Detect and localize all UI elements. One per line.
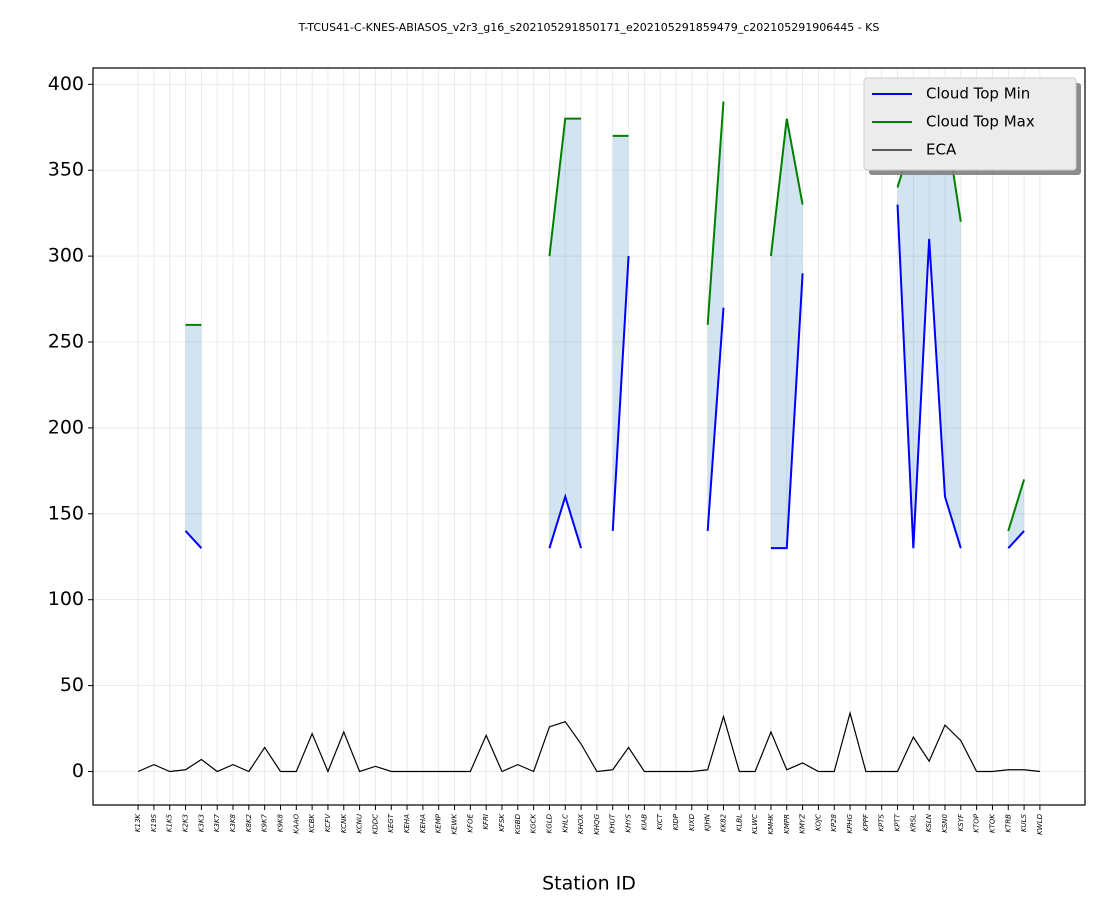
- x-tick-label: KMPR: [783, 814, 791, 834]
- x-tick-label: KCNK: [340, 813, 348, 834]
- x-tick-label: KEMP: [435, 813, 443, 833]
- range-fill: [1008, 479, 1025, 549]
- x-tick-label: K3K7: [213, 813, 221, 832]
- x-tick-label: KTRB: [1004, 814, 1012, 833]
- x-tick-label: KHUT: [609, 813, 617, 833]
- x-tick-label: KMHK: [767, 813, 775, 835]
- x-tick-label: KIXD: [688, 813, 696, 830]
- x-tick-label: KULS: [1020, 813, 1028, 831]
- x-tick-label: KK82: [719, 813, 727, 832]
- line-series: [137, 710, 1040, 774]
- x-tick-label: KRSL: [909, 814, 917, 832]
- x-tick-label: KAAO: [292, 814, 300, 834]
- x-tick-label: KEWK: [451, 813, 459, 835]
- x-axis-label: Station ID: [542, 873, 636, 895]
- legend-label: Cloud Top Max: [926, 113, 1035, 131]
- x-tick-label: KFOE: [466, 813, 474, 832]
- legend-box: [863, 77, 1077, 171]
- x-tick-label: KPTS: [878, 813, 886, 831]
- x-tick-label: KHYS: [625, 813, 633, 832]
- y-tick-label: 100: [48, 588, 84, 610]
- x-tick-label: KGLD: [545, 813, 553, 833]
- line-series: [184, 204, 1025, 550]
- x-tick-label: KDDC: [371, 814, 379, 834]
- chart-title: T-TCUS41-C-KNES-ABIASOS_v2r3_g16_s202105…: [298, 21, 880, 34]
- x-tick-label: KSLN: [925, 813, 933, 832]
- x-tick-label: KHLC: [561, 814, 569, 833]
- x-tick-label: K19S: [150, 813, 158, 831]
- x-tick-label: K2K3: [182, 814, 190, 832]
- x-tick-label: KPTT: [894, 813, 902, 831]
- x-tick-label: KCBK: [308, 813, 316, 833]
- x-tick-label: KIDP: [672, 813, 680, 830]
- y-tick-label: 50: [60, 674, 84, 696]
- y-tick-label: 400: [48, 73, 84, 95]
- x-tick-label: KP28: [830, 813, 838, 831]
- x-tick-label: KICT: [656, 813, 664, 830]
- x-tick-label: KFSK: [498, 813, 506, 832]
- x-tick-label: K1K5: [166, 813, 174, 832]
- range-fill: [549, 118, 582, 549]
- x-tick-label: KHQG: [593, 813, 601, 834]
- x-tick-label: KJHN: [704, 813, 712, 831]
- y-tick-label: 300: [48, 245, 84, 267]
- range-fill: [707, 101, 724, 531]
- x-tick-label: KSYF: [957, 813, 965, 831]
- x-tick-label: KMYZ: [799, 814, 807, 834]
- x-tick-label: KTOP: [973, 813, 981, 832]
- x-tick-label: KCNU: [356, 814, 364, 834]
- line-series: [185, 99, 1026, 532]
- y-tick-label: 350: [48, 159, 84, 181]
- range-fill: [185, 324, 202, 549]
- x-tick-label: K9K8: [276, 813, 284, 832]
- range-fill: [897, 101, 961, 549]
- y-tick-label: 200: [48, 416, 84, 438]
- x-tick-label: KEGT: [387, 813, 395, 832]
- x-tick-label: K13K: [134, 813, 142, 832]
- x-tick-label: KWLD: [1036, 813, 1044, 834]
- x-tick-label: KTQK: [988, 813, 996, 833]
- range-fill: [612, 135, 629, 531]
- plot-frame: [92, 67, 1086, 806]
- x-tick-label: KEHA: [403, 814, 411, 833]
- x-tick-label: K3K3: [197, 814, 205, 832]
- y-tick-label: 250: [48, 331, 84, 353]
- x-tick-label: KLBL: [735, 814, 743, 831]
- range-fill: [770, 118, 803, 549]
- x-tick-label: KOJC: [814, 814, 822, 831]
- x-tick-label: KPHG: [846, 813, 854, 833]
- x-tick-label: KGBD: [514, 813, 522, 834]
- x-tick-label: KEHA: [419, 814, 427, 833]
- x-tick-label: KPPF: [862, 813, 870, 831]
- x-tick-label: KHOX: [577, 814, 585, 834]
- x-tick-label: KSN0: [941, 813, 949, 832]
- legend-label: ECA: [926, 141, 957, 159]
- y-tick-label: 0: [72, 760, 84, 782]
- x-tick-label: KCFV: [324, 813, 332, 832]
- legend-label: Cloud Top Min: [926, 85, 1030, 103]
- x-tick-label: KIAB: [640, 814, 648, 830]
- x-tick-label: K9K7: [261, 813, 269, 832]
- x-tick-label: KGCK: [530, 813, 538, 834]
- x-tick-label: K8K2: [245, 813, 253, 832]
- x-tick-label: K3K8: [229, 813, 237, 832]
- x-tick-label: KLWC: [751, 814, 759, 834]
- y-tick-label: 150: [48, 502, 84, 524]
- x-tick-label: KFRI: [482, 814, 490, 830]
